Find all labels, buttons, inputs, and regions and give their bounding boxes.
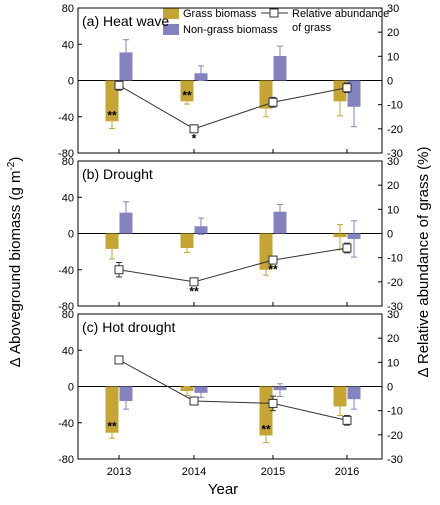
marker-relative [268,398,278,408]
y-tick-label: -80 [58,454,74,466]
x-tick-label: 2016 [335,466,359,478]
y-tick-label: 40 [62,39,74,51]
significance-label: ** [182,88,192,102]
y2-tick-label: -30 [387,301,403,313]
bar-grass [180,233,194,248]
panel-title: (c) Hot drought [82,319,175,335]
y2-tick-label: -20 [387,277,403,289]
line-relative [118,84,348,130]
y2-tick-label: 0 [387,382,393,394]
line-relative [118,247,348,283]
y2-tick-label: -10 [387,253,403,265]
y2-tick-label: -10 [387,406,403,418]
y2-tick-label: 10 [387,204,399,216]
bar-nongrass [119,52,133,81]
legend: Grass biomass Non-grass biomass Relative… [163,8,389,36]
legend-swatch-nongrass [163,24,179,35]
x-tick-label: 2015 [261,466,285,478]
legend-label-nongrass: Non-grass biomass [183,24,278,36]
panel-title: (b) Drought [82,166,153,182]
marker-relative [189,396,199,406]
y2-tick-label: -20 [387,124,403,136]
marker-relative [114,265,124,275]
significance-label: ** [189,284,199,298]
y-axis-label-left: Δ Aboveground biomass (g m-2) [6,157,24,368]
x-axis-label: Year [208,481,238,498]
bar-grass [180,80,194,102]
marker-relative [114,355,124,365]
y-tick-label: -40 [58,265,74,277]
y2-tick-label: 30 [387,156,399,168]
legend-marker-relative [269,8,279,18]
marker-relative [189,277,199,287]
marker-relative [342,83,352,93]
significance-label: ** [107,108,117,122]
significance-label: * [192,131,197,145]
bar-grass [259,386,273,436]
y-tick-label: 0 [68,76,74,88]
y2-tick-label: 30 [387,3,399,15]
bar-nongrass [273,211,287,234]
panel-1: (a) Heat wave -80 -40 0 40 80 -30 -20 -10 0 10 20 30… [58,3,403,160]
y2-tick-label: 30 [387,309,399,321]
legend-label-grass: Grass biomass [183,8,257,20]
legend-label-relative-2: of grass [292,22,332,34]
y2-tick-label: -20 [387,430,403,442]
legend-swatch-grass [163,8,179,19]
y2-tick-label: 0 [387,229,393,241]
bar-grass [105,386,119,433]
panel-3: (c) Hot drought -80 -40 0 40 80 -30 -20 -10 0 10 20… [58,309,403,478]
marker-relative [342,415,352,425]
y-tick-label: 0 [68,229,74,241]
y-tick-label: -80 [58,148,74,160]
marker-relative [268,255,278,265]
marker-relative [342,243,352,253]
y-tick-label: 40 [62,345,74,357]
y-tick-label: -80 [58,301,74,313]
bar-grass [333,386,347,407]
line-relative [118,359,348,421]
panel-title: (a) Heat wave [82,13,169,29]
panels: (a) Heat wave -80 -40 0 40 80 -30 -20 -10 0 10 20 30… [58,3,403,478]
y-tick-label: 80 [62,3,74,15]
x-tick-label: 2013 [107,466,131,478]
marker-relative [189,124,199,134]
y-tick-label: 40 [62,192,74,204]
y2-tick-label: -30 [387,454,403,466]
y2-tick-label: 20 [387,27,399,39]
significance-label: ** [268,263,278,277]
y-tick-label: -40 [58,112,74,124]
y2-tick-label: 10 [387,357,399,369]
y-tick-label: -40 [58,418,74,430]
y-tick-label: 0 [68,382,74,394]
y-tick-label: 80 [62,309,74,321]
y2-tick-label: -30 [387,148,403,160]
legend-label-relative-1: Relative abundance [292,8,389,20]
significance-label: ** [261,422,271,436]
panel-2: (b) Drought -80 -40 0 40 80 -30 -20 -10 0 10 20 30 **… [58,156,403,313]
y2-tick-label: 20 [387,180,399,192]
x-tick-label: 2014 [182,466,206,478]
y-axis-label-right: Δ Relative abundance of grass (%) [415,147,432,378]
bar-nongrass [273,56,287,81]
bar-grass [105,80,119,122]
y-tick-label: 80 [62,156,74,168]
y2-tick-label: 10 [387,51,399,63]
y2-tick-label: 0 [387,76,393,88]
y2-tick-label: -10 [387,100,403,112]
y2-tick-label: 20 [387,333,399,345]
marker-relative [114,80,124,90]
significance-label: ** [107,420,117,434]
marker-relative [268,97,278,107]
